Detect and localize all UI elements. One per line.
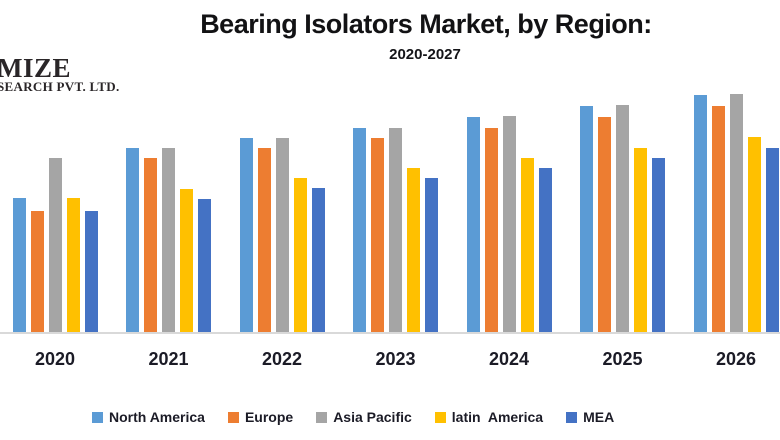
x-axis-label-2021: 2021 [148, 349, 189, 369]
bar-asia-pacific-2026 [729, 94, 743, 332]
legend-swatch-latin-america [434, 411, 446, 423]
legend-label-north-america: North America [109, 409, 205, 425]
bar-europe-2021 [144, 158, 157, 332]
bar-north-america-2025 [580, 106, 593, 332]
bar-latin-america-2022 [293, 178, 307, 332]
bar-mea-2020 [84, 211, 98, 332]
legend-item-north-america: North America [92, 409, 205, 425]
legend-swatch-europe [227, 411, 239, 423]
legend: North America Europe Asia Pacific latin Ame… [92, 409, 614, 425]
bar-north-america-2024 [466, 117, 480, 332]
bar-asia-pacific-2024 [502, 116, 516, 332]
bar-latin-america-2021 [180, 189, 193, 332]
bar-north-america-2026 [693, 95, 707, 332]
brand-logo-text-secondary: SEARCH PVT. LTD. [0, 79, 120, 94]
bar-north-america-2022 [239, 138, 253, 332]
x-axis-label-2025: 2025 [602, 349, 643, 369]
bar-mea-2023 [425, 178, 438, 332]
bar-asia-pacific-2025 [616, 105, 629, 332]
legend-item-asia-pacific: Asia Pacific [316, 409, 412, 425]
bar-mea-2025 [652, 158, 665, 332]
bar-latin-america-2025 [634, 148, 647, 332]
bar-europe-2026 [711, 106, 725, 332]
chart-title: Bearing Isolators Market, by Region: [200, 9, 652, 39]
bar-latin-america-2023 [407, 168, 420, 332]
brand-logo: MIZE SEARCH PVT. LTD. [0, 53, 120, 94]
bar-asia-pacific-2020 [48, 158, 62, 332]
legend-swatch-mea [566, 411, 578, 423]
legend-label-mea: MEA [583, 409, 615, 425]
brand-logo-text-primary: MIZE [0, 53, 72, 83]
legend-item-latin-america: latin America [434, 409, 544, 425]
x-axis-label-2024: 2024 [488, 349, 530, 369]
legend-label-latin-america: latin America [451, 409, 544, 425]
legend-label-asia-pacific: Asia Pacific [333, 409, 412, 425]
bar-europe-2025 [598, 117, 611, 332]
bar-latin-america-2024 [520, 158, 534, 332]
bar-mea-2021 [198, 199, 211, 332]
bar-europe-2020 [30, 211, 44, 332]
bar-europe-2024 [484, 128, 498, 332]
bar-mea-2026 [765, 148, 779, 332]
bar-asia-pacific-2023 [389, 128, 402, 332]
bar-latin-america-2020 [66, 198, 80, 332]
bar-asia-pacific-2022 [275, 138, 289, 332]
bar-europe-2023 [371, 138, 384, 332]
bar-mea-2024 [538, 168, 552, 332]
bar-north-america-2021 [126, 148, 139, 332]
bar-asia-pacific-2021 [162, 148, 175, 332]
legend-item-mea: MEA [566, 409, 614, 425]
x-axis-label-2023: 2023 [375, 349, 416, 369]
x-axis-label-2022: 2022 [261, 349, 303, 369]
bar-north-america-2023 [353, 128, 366, 332]
plot-area [12, 94, 779, 332]
legend-swatch-asia-pacific [316, 411, 328, 423]
x-axis-label-2020: 2020 [34, 349, 76, 369]
legend-label-europe: Europe [244, 409, 294, 425]
bar-mea-2022 [311, 188, 325, 332]
x-axis-line [0, 332, 780, 334]
chart-subtitle: 2020-2027 [389, 46, 461, 63]
bar-europe-2022 [257, 148, 271, 332]
bar-north-america-2020 [12, 198, 26, 332]
legend-item-europe: Europe [227, 409, 294, 425]
legend-swatch-north-america [92, 411, 103, 423]
bar-latin-america-2026 [747, 137, 761, 332]
x-axis-label-2026: 2026 [715, 349, 757, 369]
